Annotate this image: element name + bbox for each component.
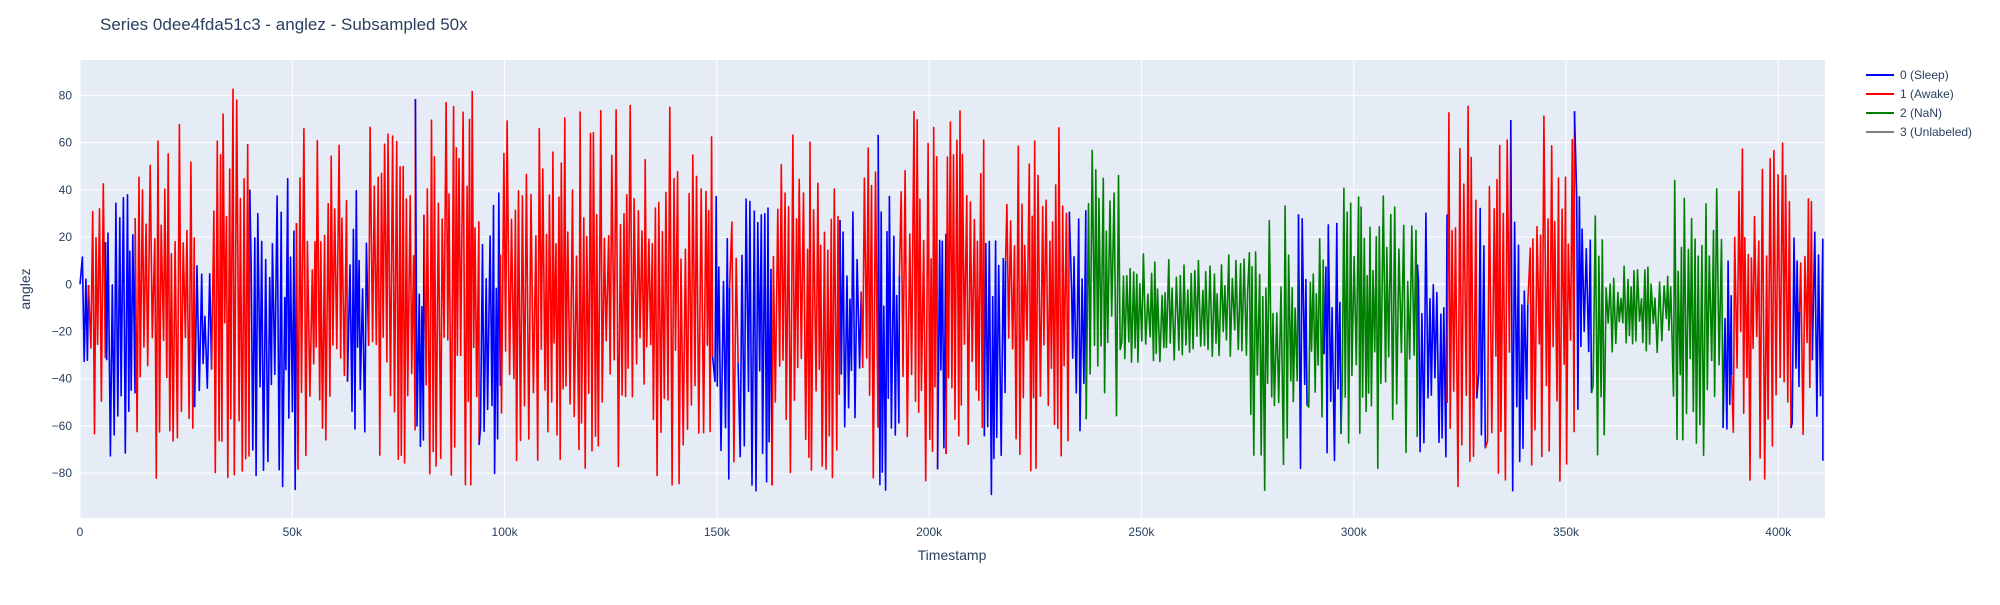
y-tick-label: 60 [59, 136, 73, 150]
series-line [193, 265, 213, 408]
series-line [1068, 210, 1087, 432]
y-tick-label: −60 [52, 419, 73, 433]
series-line [1527, 111, 1576, 482]
legend-label: 2 (NaN) [1900, 106, 1942, 120]
legend-item[interactable]: 3 (Unlabeled) [1866, 125, 1972, 139]
series-line [1590, 215, 1605, 456]
series-line [1798, 198, 1814, 436]
x-axis-label: Timestamp [918, 547, 987, 563]
series-line [728, 221, 739, 463]
series-line [1119, 253, 1249, 363]
series-line [945, 110, 986, 454]
series-line [295, 127, 349, 470]
series-line [898, 110, 939, 482]
series-line [1446, 105, 1478, 488]
series-line [1416, 212, 1448, 458]
y-tick-label: 20 [59, 230, 73, 244]
y-tick-label: −20 [52, 324, 73, 338]
series-line [711, 195, 731, 480]
series-line [414, 98, 425, 448]
x-tick-label: 0 [77, 525, 84, 539]
series-line [1510, 120, 1529, 492]
y-tick-label: −80 [52, 466, 73, 480]
y-tick-label: 40 [59, 183, 73, 197]
legend-label: 3 (Unlabeled) [1900, 125, 1972, 139]
series-line [134, 123, 196, 479]
series-line [478, 192, 502, 475]
series-line [367, 98, 417, 464]
chart-title: Series 0dee4fda51c3 - anglez - Subsample… [100, 15, 468, 34]
series-line [737, 198, 773, 492]
series-line [87, 183, 107, 435]
x-tick-label: 200k [916, 525, 943, 539]
series-line [1603, 265, 1673, 436]
series-line [1323, 222, 1342, 462]
x-tick-label: 400k [1765, 525, 1792, 539]
legend-item[interactable]: 0 (Sleep) [1866, 68, 1949, 82]
series-line [1085, 149, 1121, 420]
series-line [877, 134, 901, 491]
y-axis-label: anglez [17, 268, 33, 309]
series-line [210, 88, 251, 479]
series-line [1340, 187, 1419, 470]
x-tick-label: 150k [704, 525, 731, 539]
series-line [499, 104, 714, 486]
series-layer [79, 88, 1824, 496]
legend-label: 0 (Sleep) [1900, 68, 1949, 82]
series-line [104, 194, 136, 457]
series-line [1730, 142, 1792, 481]
series-line [1573, 111, 1593, 410]
series-line [936, 233, 947, 470]
y-tick-label: −40 [52, 372, 73, 386]
legend-item[interactable]: 2 (NaN) [1866, 106, 1942, 120]
series-line [1671, 179, 1724, 457]
series-line [346, 189, 370, 433]
x-tick-label: 250k [1128, 525, 1155, 539]
x-tick-label: 100k [492, 525, 519, 539]
x-tick-label: 300k [1341, 525, 1368, 539]
x-tick-label: 350k [1553, 525, 1580, 539]
series-line [1484, 120, 1512, 481]
series-line [983, 240, 1007, 496]
legend-item[interactable]: 1 (Awake) [1866, 87, 1954, 101]
x-tick-label: 50k [283, 525, 303, 539]
series-line [1004, 127, 1071, 472]
series-line [1306, 238, 1325, 418]
series-line [1246, 205, 1300, 491]
series-line [79, 256, 90, 363]
series-line [839, 211, 862, 428]
series-line [423, 90, 480, 486]
series-line [1722, 260, 1733, 430]
series-line [1811, 231, 1824, 461]
axis-layer: 0 50k 100k 150k 200k 250k 300k 350k 400k 80 60 40 20… [52, 88, 1793, 539]
y-tick-label: 80 [59, 88, 73, 102]
legend-label: 1 (Awake) [1900, 87, 1954, 101]
series-line [1476, 207, 1487, 449]
y-tick-label: 0 [65, 277, 72, 291]
series-line [860, 134, 879, 479]
series-line [1790, 237, 1801, 429]
series-line [249, 177, 298, 491]
series-line [771, 134, 841, 486]
series-line [1297, 214, 1308, 470]
legend[interactable]: 0 (Sleep) 1 (Awake) 2 (NaN) 3 (Unlabeled) [1866, 68, 1972, 139]
